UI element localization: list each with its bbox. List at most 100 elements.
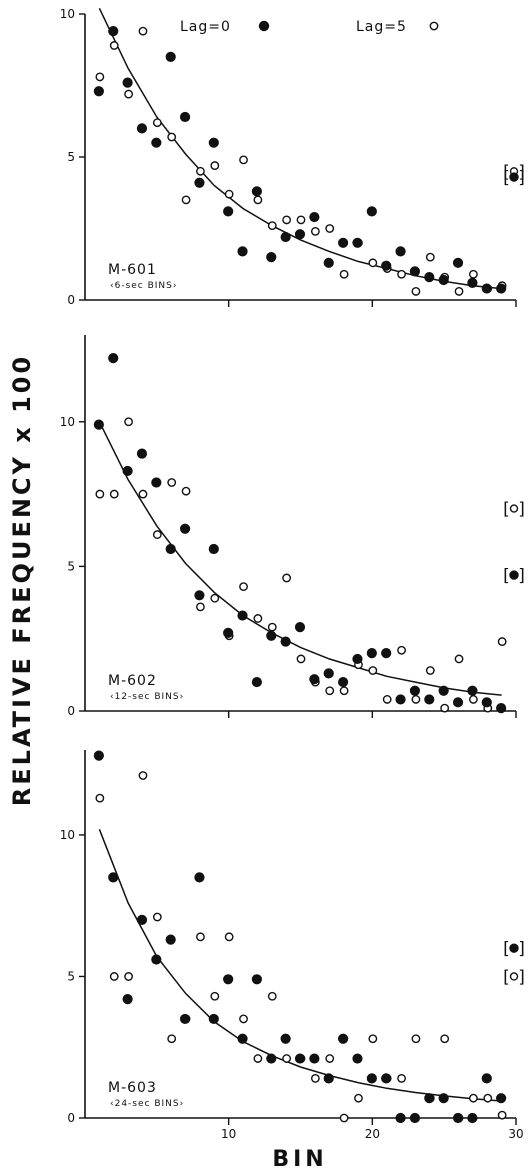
y-tick-label: 5 — [67, 969, 75, 983]
point-lag5 — [397, 269, 406, 279]
side-marker-filled — [509, 943, 519, 953]
point-lag0 — [338, 676, 349, 688]
point-lag0 — [165, 51, 176, 63]
point-lag5 — [368, 258, 378, 268]
point-lag0 — [151, 954, 162, 965]
point-lag5 — [339, 269, 349, 279]
point-lag5 — [196, 932, 205, 942]
point-lag0 — [122, 77, 133, 88]
side-marker-filled — [509, 570, 519, 580]
point-lag5 — [210, 593, 220, 603]
panel-label: M-603 — [108, 1080, 157, 1096]
point-lag5 — [425, 252, 435, 262]
point-lag5 — [497, 637, 507, 646]
point-lag5 — [109, 41, 119, 50]
point-lag5 — [411, 287, 421, 296]
point-lag5 — [196, 166, 205, 176]
point-lag5 — [267, 221, 277, 231]
point-lag0 — [194, 177, 205, 188]
point-lag0 — [122, 465, 133, 477]
point-lag5 — [167, 1034, 177, 1044]
point-lag5 — [368, 666, 378, 675]
point-lag0 — [424, 1093, 435, 1104]
point-lag5 — [138, 489, 148, 499]
y-tick-label: 0 — [67, 704, 75, 718]
point-lag0 — [151, 137, 162, 148]
point-lag5 — [124, 89, 134, 99]
point-lag0 — [165, 543, 176, 555]
point-lag0 — [309, 211, 320, 223]
point-lag5 — [210, 161, 220, 170]
legend: Lag=0 Lag=5 — [180, 19, 439, 35]
point-lag0 — [223, 627, 234, 639]
legend-label-lag5: Lag=5 — [356, 19, 407, 35]
point-lag5 — [253, 614, 263, 623]
point-lag5 — [325, 686, 335, 696]
point-lag5 — [282, 1054, 292, 1063]
point-lag5 — [239, 1014, 248, 1024]
point-lag0 — [424, 694, 435, 705]
point-lag5 — [181, 195, 191, 205]
point-lag0 — [208, 1013, 219, 1025]
point-lag0 — [266, 252, 277, 263]
point-lag0 — [179, 111, 191, 123]
point-lag0 — [323, 1073, 334, 1084]
point-lag5 — [397, 1073, 406, 1083]
point-lag0 — [323, 257, 334, 268]
point-lag0 — [280, 636, 291, 647]
point-lag5 — [95, 489, 105, 499]
point-lag5 — [382, 695, 392, 704]
y-tick-label: 0 — [67, 1111, 75, 1125]
point-lag0 — [481, 1073, 492, 1084]
point-lag5 — [196, 602, 205, 612]
point-lag0 — [452, 697, 464, 708]
point-lag0 — [467, 277, 478, 288]
point-lag5 — [138, 26, 148, 36]
point-lag5 — [167, 132, 177, 142]
point-lag5 — [468, 269, 478, 279]
point-lag0 — [352, 1053, 363, 1064]
point-lag0 — [194, 872, 205, 883]
x-tick-label: 30 — [508, 1127, 523, 1141]
point-lag5 — [253, 1054, 263, 1063]
point-lag0 — [108, 872, 119, 883]
point-lag0 — [395, 694, 406, 705]
point-lag5 — [440, 703, 450, 713]
point-lag0 — [496, 283, 507, 294]
point-lag5 — [109, 489, 119, 499]
point-lag0 — [323, 668, 334, 679]
point-lag0 — [93, 419, 104, 430]
point-lag0 — [452, 257, 464, 268]
point-lag0 — [251, 676, 262, 688]
side-marker-filled — [509, 172, 519, 182]
point-lag5 — [138, 771, 148, 780]
point-lag5 — [124, 417, 134, 427]
point-lag0 — [179, 523, 191, 534]
point-lag5 — [454, 654, 464, 664]
point-lag0 — [409, 1112, 421, 1124]
point-lag0 — [136, 123, 148, 134]
fit-curve — [98, 421, 502, 696]
point-lag0 — [496, 703, 507, 714]
point-lag0 — [165, 934, 176, 945]
point-lag5 — [152, 912, 162, 922]
point-lag5 — [339, 1113, 349, 1123]
point-lag5 — [468, 1093, 478, 1103]
point-lag5 — [339, 686, 349, 696]
point-lag0 — [93, 86, 104, 97]
point-lag0 — [395, 246, 406, 257]
point-lag0 — [409, 266, 421, 277]
point-lag0 — [266, 1053, 277, 1064]
point-lag0 — [338, 1033, 349, 1044]
point-lag5 — [239, 582, 248, 592]
side-marker-open — [509, 972, 519, 981]
point-lag0 — [251, 186, 262, 197]
point-lag0 — [280, 1033, 291, 1044]
point-lag5 — [152, 118, 162, 128]
point-lag0 — [424, 272, 435, 283]
point-lag0 — [352, 237, 363, 248]
point-lag0 — [438, 274, 449, 286]
point-lag0 — [108, 353, 119, 364]
